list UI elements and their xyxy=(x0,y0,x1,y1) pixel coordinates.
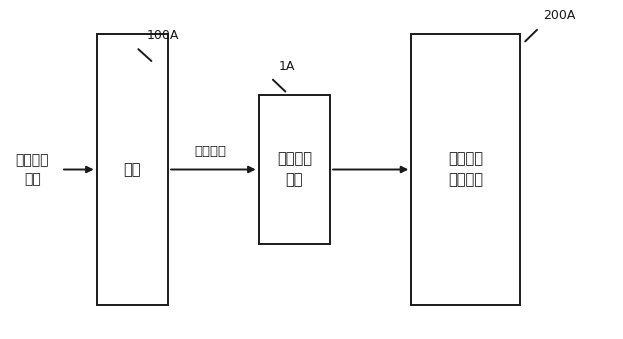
Text: 终端内部
电路系统: 终端内部 电路系统 xyxy=(448,152,483,187)
Text: 输出电压: 输出电压 xyxy=(194,145,226,158)
Text: 100A: 100A xyxy=(146,29,179,42)
Text: 外部交流
电压: 外部交流 电压 xyxy=(16,153,49,186)
Text: 200A: 200A xyxy=(543,9,576,22)
Bar xyxy=(411,34,520,305)
Text: 1A: 1A xyxy=(279,60,295,73)
Text: 可恢复保
险丝: 可恢复保 险丝 xyxy=(277,152,312,187)
Bar xyxy=(259,95,330,244)
Text: 电源: 电源 xyxy=(123,162,141,177)
Bar xyxy=(97,34,168,305)
